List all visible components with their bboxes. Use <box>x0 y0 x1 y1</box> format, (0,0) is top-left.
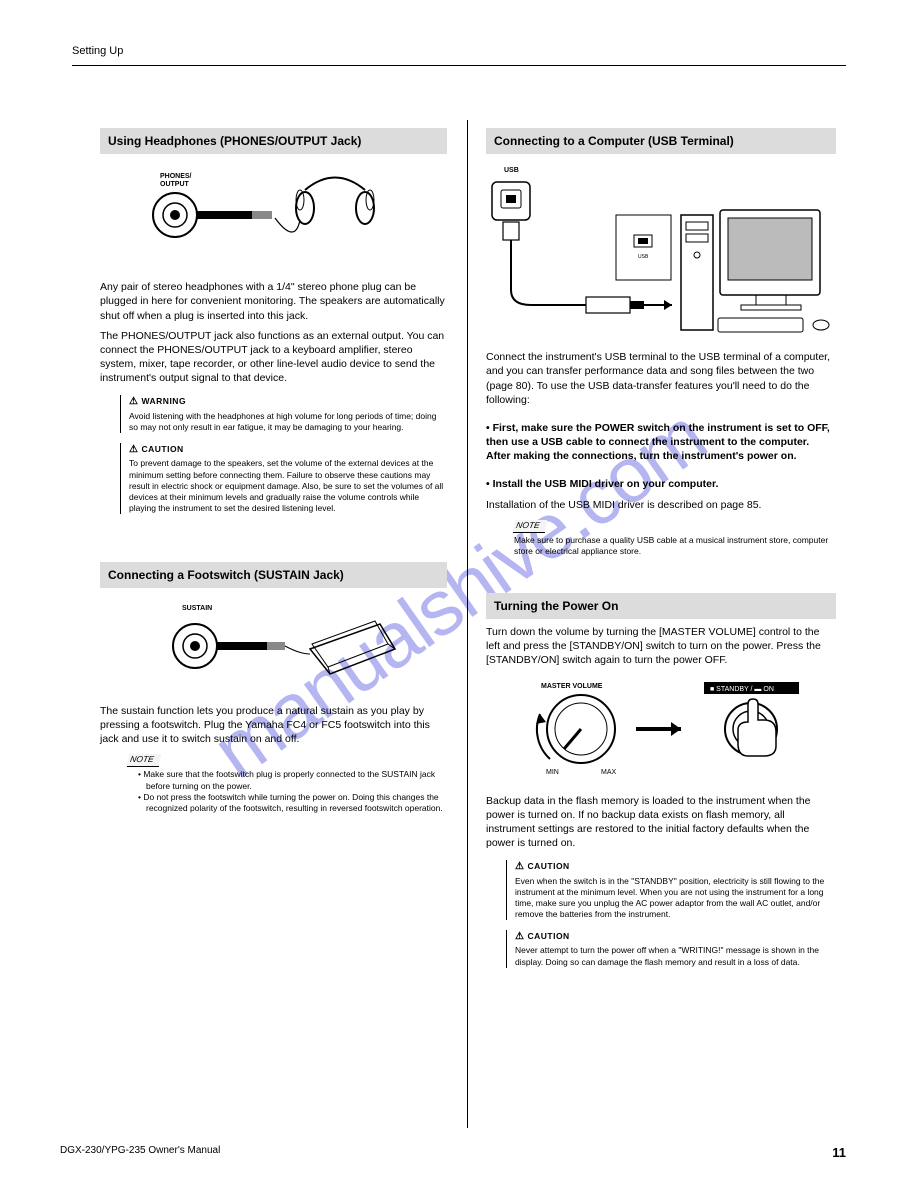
caution-text: Even when the switch is in the "STANDBY"… <box>515 876 836 920</box>
body-text: The sustain function lets you produce a … <box>100 704 447 747</box>
illustration-power: MASTER VOLUME MIN MAX ■ STANDBY / ▬ ON <box>486 674 836 784</box>
content-columns: Using Headphones (PHONES/OUTPUT Jack) PH… <box>100 120 846 1128</box>
body-text: Turn down the volume by turning the [MAS… <box>486 625 836 668</box>
body-text: Any pair of stereo headphones with a 1/4… <box>100 280 447 385</box>
caution-text: To prevent damage to the speakers, set t… <box>129 458 447 513</box>
note-heading: NOTE <box>127 754 161 767</box>
paragraph: Connect the instrument's USB terminal to… <box>486 350 836 407</box>
page-number: 11 <box>832 1144 846 1162</box>
page-header: Setting Up <box>72 44 846 66</box>
caution-block: ⚠CAUTION Even when the switch is in the … <box>506 860 836 920</box>
standby-on-label: ■ STANDBY / ▬ ON <box>710 686 774 693</box>
caution-heading: CAUTION <box>141 444 183 455</box>
warning-heading: WARNING <box>141 396 186 407</box>
usb-port-label: USB <box>638 254 649 260</box>
section-heading-footswitch: Connecting a Footswitch (SUSTAIN Jack) <box>100 562 447 588</box>
body-text: Connect the instrument's USB terminal to… <box>486 350 836 512</box>
page-footer: DGX-230/YPG-235 Owner's Manual 11 <box>60 1144 846 1162</box>
note-bullet: • Make sure that the footswitch plug is … <box>138 769 447 791</box>
section-heading-power: Turning the Power On <box>486 593 836 619</box>
right-column: Connecting to a Computer (USB Terminal) … <box>468 120 846 1128</box>
caution-heading: CAUTION <box>527 931 569 942</box>
caution-block: ⚠CAUTION To prevent damage to the speake… <box>120 443 447 514</box>
paragraph: Backup data in the flash memory is loade… <box>486 794 836 851</box>
paragraph: Installation of the USB MIDI driver is d… <box>486 498 836 512</box>
subhead-bullet: • First, make sure the POWER switch on t… <box>486 421 836 464</box>
paragraph: Any pair of stereo headphones with a 1/4… <box>100 280 447 323</box>
warning-text: Avoid listening with the headphones at h… <box>129 411 447 433</box>
section-heading-headphones: Using Headphones (PHONES/OUTPUT Jack) <box>100 128 447 154</box>
caution-icon: ⚠ <box>515 860 524 874</box>
left-column: Using Headphones (PHONES/OUTPUT Jack) PH… <box>100 120 467 1128</box>
min-label: MIN <box>546 769 559 776</box>
caution-icon: ⚠ <box>515 930 524 944</box>
max-label: MAX <box>601 769 617 776</box>
subhead-bullet: • Install the USB MIDI driver on your co… <box>486 477 836 491</box>
illustration-footswitch: SUSTAIN <box>100 594 447 694</box>
illustration-headphones: PHONES/OUTPUT <box>100 160 447 270</box>
caution-icon: ⚠ <box>129 443 138 457</box>
caution-text: Never attempt to turn the power off when… <box>515 945 836 967</box>
running-head: Setting Up <box>72 45 123 57</box>
usb-label: USB <box>504 167 519 174</box>
note-block: NOTE • Make sure that the footswitch plu… <box>120 754 447 813</box>
note-text: Make sure to purchase a quality USB cabl… <box>514 535 836 557</box>
note-bullet: • Do not press the footswitch while turn… <box>138 792 447 814</box>
note-block: NOTE Make sure to purchase a quality USB… <box>506 520 836 557</box>
note-heading: NOTE <box>513 520 547 533</box>
paragraph: The PHONES/OUTPUT jack also functions as… <box>100 329 447 386</box>
illustration-computer: USB USB <box>486 160 836 340</box>
caution-block: ⚠CAUTION Never attempt to turn the power… <box>506 930 836 968</box>
body-text: Backup data in the flash memory is loade… <box>486 794 836 851</box>
section-heading-usb: Connecting to a Computer (USB Terminal) <box>486 128 836 154</box>
master-volume-label: MASTER VOLUME <box>541 683 603 690</box>
sustain-label: SUSTAIN <box>182 605 212 612</box>
footer-title: DGX-230/YPG-235 Owner's Manual <box>60 1144 220 1162</box>
warning-block: ⚠WARNING Avoid listening with the headph… <box>120 395 447 433</box>
caution-heading: CAUTION <box>527 861 569 872</box>
warning-icon: ⚠ <box>129 395 138 409</box>
paragraph: The sustain function lets you produce a … <box>100 704 447 747</box>
paragraph: Turn down the volume by turning the [MAS… <box>486 625 836 668</box>
phones-output-label: PHONES/OUTPUT <box>160 173 192 188</box>
